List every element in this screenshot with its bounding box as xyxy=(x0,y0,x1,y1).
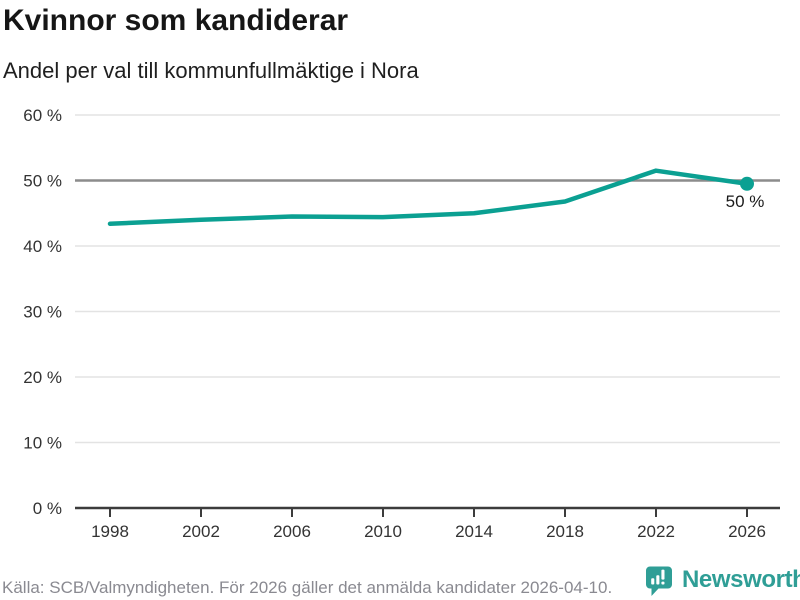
newsworthy-logo: Newsworthy xyxy=(645,566,800,597)
x-tick-label: 2010 xyxy=(364,522,402,541)
x-tick-label: 2026 xyxy=(728,522,766,541)
end-point-dot xyxy=(740,176,754,191)
y-tick-label: 20 % xyxy=(23,368,62,387)
x-tick-label: 2018 xyxy=(546,522,584,541)
x-tick-label: 2014 xyxy=(455,522,493,541)
y-tick-label: 10 % xyxy=(23,434,62,453)
y-tick-label: 0 % xyxy=(33,499,62,518)
newsworthy-logo-text: Newsworthy xyxy=(682,566,800,593)
x-tick-label: 2002 xyxy=(182,522,220,541)
y-tick-label: 60 % xyxy=(23,106,62,125)
logo-bar-tall xyxy=(656,575,660,585)
x-tick-label: 2022 xyxy=(637,522,675,541)
chart-title: Kvinnor som kandiderar xyxy=(3,4,349,37)
chart-subtitle: Andel per val till kommunfullmäktige i N… xyxy=(3,58,419,83)
x-tick-label: 1998 xyxy=(91,522,129,541)
x-tick-label: 2006 xyxy=(273,522,311,541)
logo-bar-small xyxy=(651,578,655,585)
logo-exclamation-bar xyxy=(661,569,665,580)
data-line xyxy=(107,168,750,226)
logo-exclamation-dot xyxy=(661,581,665,585)
y-tick-label: 50 % xyxy=(23,172,62,191)
end-value-label: 50 % xyxy=(726,192,765,211)
y-tick-label: 40 % xyxy=(23,237,62,256)
source-note: Källa: SCB/Valmyndigheten. För 2026 gäll… xyxy=(2,578,613,597)
y-tick-label: 30 % xyxy=(23,303,62,322)
newsworthy-logo-icon xyxy=(646,566,672,596)
